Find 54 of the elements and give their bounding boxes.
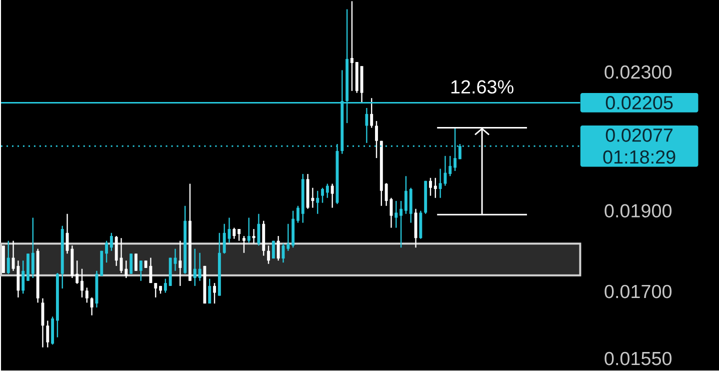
candlestick <box>222 223 226 254</box>
annotation: 12.63% <box>451 80 514 94</box>
candlestick <box>46 320 50 348</box>
candlestick <box>370 97 374 128</box>
candlestick <box>272 240 275 259</box>
candlestick <box>350 0 354 92</box>
candlestick <box>130 252 133 274</box>
candlestick <box>375 120 378 158</box>
candlestick <box>76 260 79 284</box>
candlestick <box>213 282 216 304</box>
candlestick <box>110 232 113 252</box>
candlestick <box>429 177 432 196</box>
y-tick-label: 0.01900 <box>604 204 672 218</box>
candlestick <box>85 286 88 304</box>
candlestick <box>276 235 280 261</box>
candlestick <box>114 235 118 266</box>
candlestick <box>80 268 84 298</box>
candlestick <box>365 107 368 144</box>
y-tick-label: 0.02300 <box>604 65 672 79</box>
candlestick <box>193 248 196 286</box>
candlestick <box>198 252 202 282</box>
candlestick <box>257 213 260 246</box>
candlestick <box>330 182 334 208</box>
candlestick <box>178 240 182 286</box>
y-tick-label: 0.01700 <box>604 284 672 298</box>
candlestick <box>267 244 270 264</box>
candlestick <box>321 187 324 204</box>
candlestick <box>247 216 250 244</box>
candlestick <box>434 177 437 198</box>
candlestick <box>296 205 300 224</box>
candlestick <box>164 278 167 294</box>
candlestick <box>232 226 236 240</box>
candlestick <box>448 155 452 176</box>
ref-line-label: 0.02077 01:18:29 <box>603 128 676 164</box>
candlestick <box>400 200 403 248</box>
candlestick <box>286 223 290 252</box>
candlestick <box>22 260 25 294</box>
candlestick <box>394 200 398 228</box>
candlestick <box>139 260 142 282</box>
candlestick <box>326 182 329 198</box>
candlestick <box>90 296 94 316</box>
candlestick <box>384 182 388 206</box>
candlestick <box>31 216 34 278</box>
candlestick <box>124 260 128 278</box>
candlestick <box>6 240 10 274</box>
candlestick <box>154 282 158 298</box>
candlestick <box>316 190 320 214</box>
ref-line-label: 0.02205 <box>606 96 673 110</box>
candlestick <box>404 175 408 214</box>
candlestick <box>105 240 108 263</box>
candlestick <box>242 235 246 254</box>
y-tick-label: 0.01550 <box>604 352 672 365</box>
candlestick <box>208 278 212 304</box>
candlestick <box>252 228 256 244</box>
